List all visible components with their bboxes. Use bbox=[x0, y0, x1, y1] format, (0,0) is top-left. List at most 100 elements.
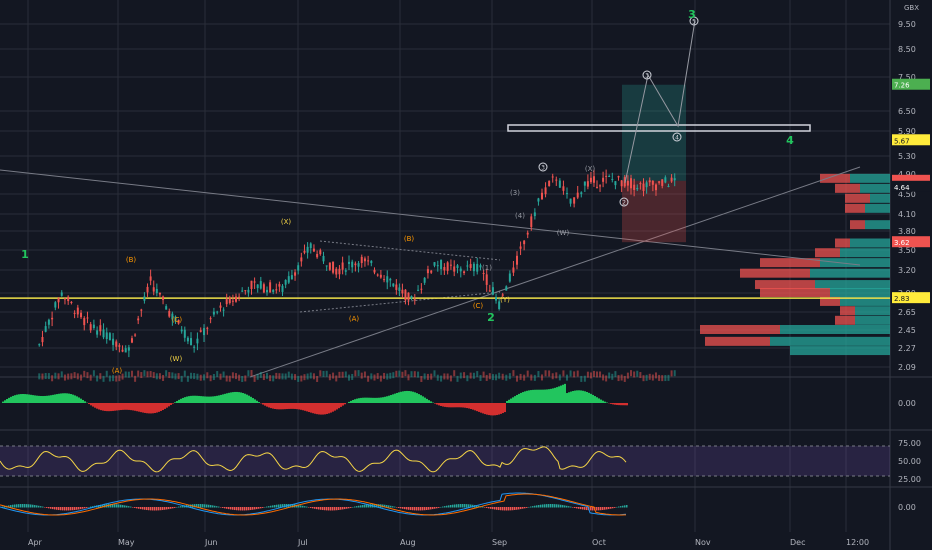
histogram-bar bbox=[142, 403, 144, 413]
histogram-bar bbox=[158, 403, 160, 412]
candle-body bbox=[673, 178, 676, 181]
volume-bar bbox=[392, 372, 395, 379]
x-tick-label: May bbox=[118, 538, 135, 547]
wave-label: 3 bbox=[541, 165, 545, 172]
macd-histogram bbox=[570, 506, 572, 508]
histogram-bar bbox=[48, 395, 50, 403]
macd-histogram bbox=[606, 507, 608, 510]
volume-profile-up bbox=[860, 183, 890, 193]
volume-bar bbox=[573, 371, 576, 378]
candle-body bbox=[626, 180, 629, 186]
candle-body bbox=[70, 301, 73, 304]
histogram-bar bbox=[130, 403, 132, 411]
histogram-bar bbox=[596, 397, 598, 403]
macd-histogram bbox=[354, 506, 356, 508]
histogram-bar bbox=[586, 391, 588, 403]
volume-bar bbox=[241, 375, 244, 382]
wave-label: 5 bbox=[692, 19, 696, 26]
macd-histogram bbox=[276, 504, 278, 508]
candle-body bbox=[199, 330, 202, 332]
histogram-bar bbox=[218, 395, 220, 403]
volume-bar bbox=[537, 371, 540, 378]
volume-profile-up bbox=[855, 315, 890, 325]
macd-histogram bbox=[166, 507, 168, 510]
histogram-bar bbox=[184, 397, 186, 403]
macd-histogram bbox=[334, 507, 336, 511]
candle-body bbox=[165, 306, 168, 310]
macd-histogram bbox=[224, 507, 226, 509]
volume-bar bbox=[303, 374, 306, 381]
candle-body bbox=[253, 281, 256, 283]
volume-profile-down bbox=[840, 306, 855, 316]
candle-body bbox=[376, 274, 379, 276]
volume-bar bbox=[348, 374, 350, 381]
volume-profile-up bbox=[865, 203, 890, 213]
macd-histogram bbox=[306, 506, 308, 508]
macd-histogram bbox=[414, 507, 416, 511]
volume-bar bbox=[548, 370, 551, 377]
macd-histogram bbox=[616, 506, 618, 508]
histogram-bar bbox=[618, 403, 620, 406]
macd-histogram bbox=[230, 507, 232, 510]
candle-body bbox=[617, 176, 620, 178]
candle-body bbox=[573, 197, 576, 204]
histogram-bar bbox=[444, 403, 446, 407]
volume-bar bbox=[501, 373, 504, 380]
wave-circle bbox=[689, 16, 699, 26]
price-tag bbox=[892, 236, 930, 248]
volume-bar bbox=[183, 370, 186, 377]
wave-label: (A) bbox=[349, 315, 360, 323]
histogram-bar bbox=[204, 396, 206, 403]
macd-histogram bbox=[476, 505, 478, 508]
volume-bar bbox=[430, 373, 433, 380]
macd-histogram bbox=[556, 504, 558, 508]
histogram-bar bbox=[212, 396, 214, 403]
volume-profile-up bbox=[815, 280, 890, 290]
histogram-bar bbox=[30, 394, 32, 403]
wave-label: (W) bbox=[557, 229, 570, 237]
macd-histogram bbox=[134, 507, 136, 508]
macd-histogram bbox=[348, 507, 350, 509]
y-tick-label: 9.50 bbox=[898, 20, 916, 29]
macd-histogram bbox=[534, 505, 536, 508]
histogram-bar bbox=[446, 403, 448, 408]
macd-histogram bbox=[468, 504, 470, 508]
histogram-bar bbox=[120, 403, 122, 411]
histogram-bar bbox=[430, 401, 432, 403]
histogram-bar bbox=[524, 391, 526, 403]
volume-bar bbox=[140, 372, 143, 379]
macd-histogram bbox=[18, 504, 20, 508]
macd-histogram bbox=[360, 505, 362, 508]
candle-body bbox=[580, 192, 583, 195]
macd-histogram bbox=[54, 507, 56, 510]
histogram-bar bbox=[332, 403, 334, 412]
wave-label: 4 bbox=[675, 135, 679, 142]
candle-body bbox=[54, 302, 57, 308]
histogram-bar bbox=[584, 391, 586, 403]
macd-histogram bbox=[20, 504, 22, 508]
candle-body bbox=[611, 178, 614, 180]
histogram-bar bbox=[374, 397, 376, 403]
macd-histogram bbox=[446, 505, 448, 508]
histogram-bar bbox=[506, 400, 508, 403]
candle-body bbox=[530, 216, 533, 228]
histogram-bar bbox=[240, 392, 242, 403]
candle-body bbox=[599, 185, 602, 187]
histogram-bar bbox=[312, 403, 314, 414]
histogram-bar bbox=[394, 393, 396, 403]
macd-histogram bbox=[266, 506, 268, 508]
macd-histogram bbox=[82, 507, 84, 509]
histogram-bar bbox=[508, 399, 510, 403]
macd-histogram bbox=[418, 507, 420, 511]
macd-histogram bbox=[26, 504, 28, 508]
candle-body bbox=[667, 185, 670, 187]
macd-histogram bbox=[170, 507, 172, 509]
histogram-bar bbox=[194, 395, 196, 403]
volume-bar bbox=[155, 373, 158, 380]
candle-body bbox=[332, 261, 335, 273]
volume-bar bbox=[51, 375, 54, 382]
histogram-bar bbox=[498, 403, 500, 415]
histogram-bar bbox=[236, 391, 238, 403]
candle-body bbox=[303, 250, 306, 253]
